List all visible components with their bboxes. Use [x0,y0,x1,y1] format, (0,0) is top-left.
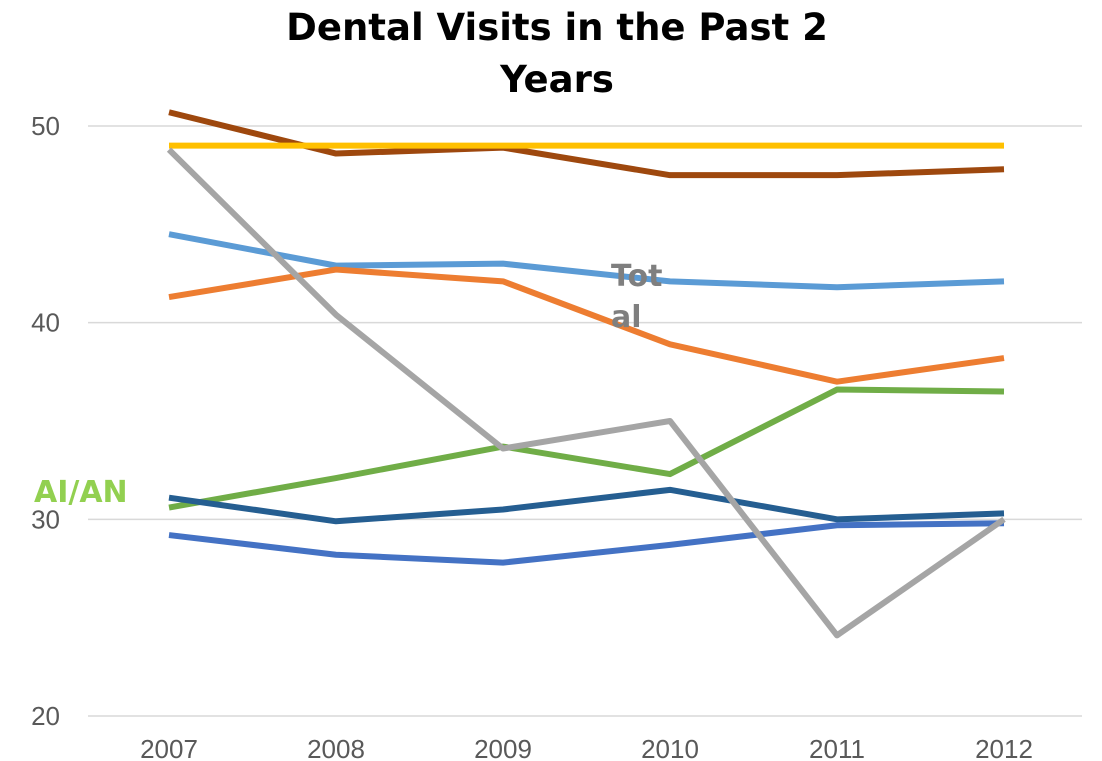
series-line-7 [168,520,1005,566]
series-line-6 [168,486,1005,525]
x-tick-label-2007: 2007 [140,734,198,761]
x-tick-label-2009: 2009 [474,734,532,761]
series-line-8 [166,147,1006,639]
series-line-5 [168,386,1005,511]
annotation-total-line-2: al [611,300,642,335]
x-tick-label-2010: 2010 [641,734,699,761]
y-tick-label-50: 50 [31,111,60,141]
x-tick-label-2011: 2011 [809,734,865,761]
x-tick-label-2012: 2012 [975,734,1033,761]
annotation-total-line-1: Tot [611,259,662,294]
chart-title-line-1: Dental Visits in the Past 2 [286,6,828,49]
chart-title-line-2: Years [499,58,614,101]
series-line-4 [168,266,1005,385]
series-lines [166,109,1006,639]
series-line-3 [168,231,1005,291]
y-axis-tick-labels: 20 30 40 50 [31,111,60,731]
x-axis-tick-labels: 2007 2008 2009 2010 2011 2012 [140,734,1033,761]
y-tick-label-20: 20 [31,701,60,731]
x-tick-label-2008: 2008 [307,734,365,761]
y-tick-label-30: 30 [31,504,60,534]
annotation-ai-an: AI/AN [34,475,128,510]
y-tick-label-40: 40 [31,308,60,338]
